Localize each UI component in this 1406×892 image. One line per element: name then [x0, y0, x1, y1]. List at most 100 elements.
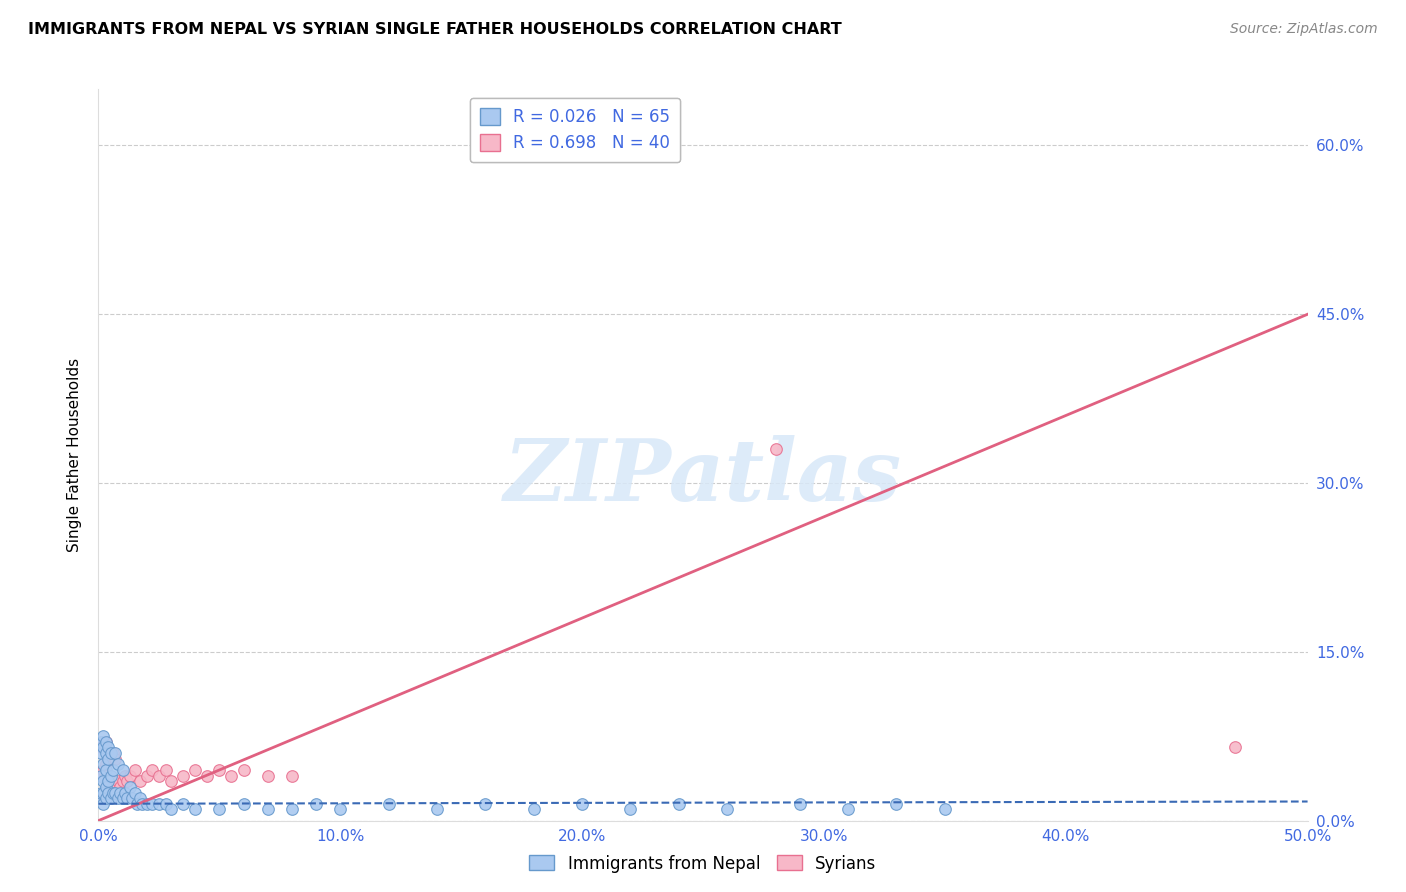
- Point: [108, 780, 131, 794]
- Point: [221, 769, 243, 783]
- Point: [155, 763, 177, 777]
- Point: [155, 797, 177, 811]
- Point: [90, 791, 112, 805]
- Point: [121, 791, 143, 805]
- Point: [100, 746, 122, 760]
- Point: [208, 763, 231, 777]
- Point: [668, 797, 690, 811]
- Point: [305, 797, 328, 811]
- Point: [91, 785, 114, 799]
- Point: [172, 769, 194, 783]
- Point: [124, 785, 146, 799]
- Legend: R = 0.026   N = 65, R = 0.698   N = 40: R = 0.026 N = 65, R = 0.698 N = 40: [470, 97, 681, 162]
- Point: [90, 785, 112, 799]
- Point: [104, 746, 127, 760]
- Point: [90, 735, 112, 749]
- Point: [111, 791, 134, 805]
- Point: [94, 746, 117, 760]
- Point: [281, 802, 304, 816]
- Text: Source: ZipAtlas.com: Source: ZipAtlas.com: [1230, 22, 1378, 37]
- Point: [117, 774, 139, 789]
- Point: [100, 752, 122, 766]
- Point: [124, 763, 146, 777]
- Point: [184, 763, 207, 777]
- Text: ZIPatlas: ZIPatlas: [503, 435, 903, 518]
- Legend: Immigrants from Nepal, Syrians: Immigrants from Nepal, Syrians: [523, 848, 883, 880]
- Point: [94, 757, 117, 772]
- Point: [523, 802, 546, 816]
- Point: [934, 802, 956, 816]
- Point: [135, 769, 157, 783]
- Point: [90, 769, 112, 783]
- Point: [118, 780, 141, 794]
- Point: [111, 763, 134, 777]
- Point: [90, 769, 112, 783]
- Point: [114, 785, 136, 799]
- Point: [91, 740, 114, 755]
- Point: [91, 729, 114, 743]
- Point: [232, 797, 254, 811]
- Point: [107, 774, 129, 789]
- Point: [1223, 740, 1246, 755]
- Point: [208, 802, 231, 816]
- Point: [571, 797, 593, 811]
- Point: [160, 802, 183, 816]
- Point: [172, 797, 194, 811]
- Point: [716, 802, 738, 816]
- Point: [135, 797, 157, 811]
- Point: [104, 752, 127, 766]
- Point: [101, 763, 124, 777]
- Point: [148, 797, 170, 811]
- Point: [111, 774, 134, 789]
- Point: [97, 785, 120, 799]
- Point: [128, 774, 150, 789]
- Point: [90, 791, 112, 805]
- Point: [97, 740, 120, 755]
- Point: [184, 802, 207, 816]
- Point: [91, 740, 114, 755]
- Point: [281, 769, 304, 783]
- Point: [789, 797, 811, 811]
- Point: [91, 791, 114, 805]
- Point: [91, 797, 114, 811]
- Point: [256, 769, 278, 783]
- Point: [94, 780, 117, 794]
- Point: [114, 769, 136, 783]
- Point: [107, 757, 129, 772]
- Point: [128, 791, 150, 805]
- Point: [101, 780, 124, 794]
- Point: [329, 802, 352, 816]
- Point: [94, 763, 117, 777]
- Point: [117, 791, 139, 805]
- Point: [94, 785, 117, 799]
- Point: [94, 735, 117, 749]
- Text: IMMIGRANTS FROM NEPAL VS SYRIAN SINGLE FATHER HOUSEHOLDS CORRELATION CHART: IMMIGRANTS FROM NEPAL VS SYRIAN SINGLE F…: [28, 22, 842, 37]
- Point: [97, 746, 120, 760]
- Point: [91, 757, 114, 772]
- Point: [141, 797, 163, 811]
- Point: [104, 785, 127, 799]
- Point: [100, 791, 122, 805]
- Point: [232, 763, 254, 777]
- Point: [104, 780, 127, 794]
- Point: [94, 791, 117, 805]
- Point: [148, 769, 170, 783]
- Point: [101, 746, 124, 760]
- Point: [101, 785, 124, 799]
- Point: [377, 797, 399, 811]
- Point: [97, 752, 120, 766]
- Point: [94, 735, 117, 749]
- Point: [90, 740, 112, 755]
- Point: [195, 769, 218, 783]
- Point: [837, 802, 859, 816]
- Point: [107, 791, 129, 805]
- Point: [118, 769, 141, 783]
- Point: [91, 763, 114, 777]
- Point: [426, 802, 449, 816]
- Point: [127, 797, 149, 811]
- Y-axis label: Single Father Households: Single Father Households: [67, 358, 83, 552]
- Point: [100, 785, 122, 799]
- Point: [108, 785, 131, 799]
- Point: [474, 797, 496, 811]
- Point: [97, 774, 120, 789]
